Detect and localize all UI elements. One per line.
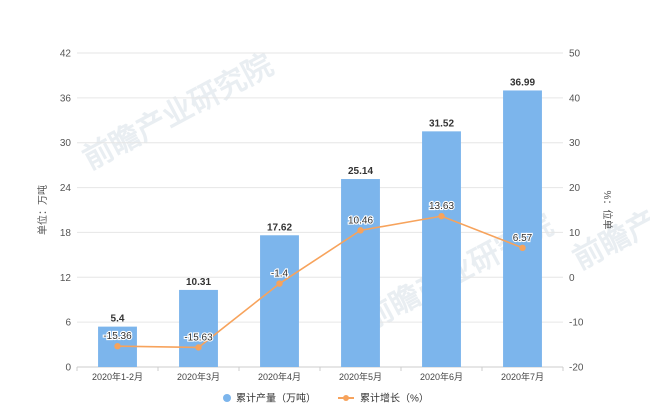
bar bbox=[503, 90, 542, 367]
y-right-tick-label: 40 bbox=[569, 93, 581, 104]
line-point bbox=[276, 280, 283, 287]
bar bbox=[341, 179, 380, 367]
bar-value-label: 25.14 bbox=[348, 166, 373, 177]
x-tick-label: 2020年3月 bbox=[177, 371, 220, 382]
legend-line-dot bbox=[343, 395, 349, 401]
bar bbox=[422, 131, 461, 367]
y-left-tick-label: 12 bbox=[60, 273, 72, 284]
y-left-axis-title: 单位：万吨 bbox=[36, 185, 49, 235]
bar bbox=[260, 235, 299, 367]
x-tick-label: 2020年1-2月 bbox=[92, 371, 143, 382]
line-value-label: 6.57 bbox=[513, 233, 533, 244]
bar-value-label: 36.99 bbox=[510, 77, 535, 88]
legend[interactable]: 累计产量（万吨） 累计增长（%） bbox=[223, 392, 429, 405]
y-left-tick-label: 24 bbox=[60, 183, 72, 194]
bar-series bbox=[98, 90, 542, 367]
x-tick-label: 2020年4月 bbox=[258, 371, 301, 382]
x-tick-label: 2020年7月 bbox=[501, 371, 544, 382]
y-left-tick-label: 0 bbox=[65, 363, 71, 374]
gridlines bbox=[77, 52, 563, 368]
line-point bbox=[357, 227, 364, 234]
y-right-tick-label: -10 bbox=[569, 318, 584, 329]
line-value-label: -1.4 bbox=[271, 269, 289, 280]
bar-value-label: 10.31 bbox=[186, 277, 211, 288]
legend-bar-marker bbox=[223, 394, 231, 402]
line-value-label: 13.63 bbox=[429, 201, 454, 212]
bar bbox=[179, 289, 218, 367]
line-point bbox=[519, 244, 526, 252]
bar-value-label: 17.62 bbox=[267, 222, 292, 233]
y-left-tick-label: 6 bbox=[65, 318, 71, 329]
y-right-tick-label: 20 bbox=[569, 183, 581, 194]
y-left-tick-label: 18 bbox=[60, 228, 72, 239]
y-left-tick-label: 30 bbox=[60, 138, 72, 149]
y-right-tick-label: -20 bbox=[569, 363, 584, 374]
legend-line-label: 累计增长（%） bbox=[360, 392, 429, 405]
x-tick-label: 2020年6月 bbox=[420, 371, 463, 382]
line-point bbox=[438, 212, 445, 220]
growth-line bbox=[117, 215, 523, 349]
line-series bbox=[114, 212, 526, 351]
line-point bbox=[195, 344, 202, 351]
x-tick-label: 2020年5月 bbox=[339, 371, 382, 382]
y-left-tick-label: 36 bbox=[60, 93, 72, 104]
y-right-tick-label: 30 bbox=[569, 138, 581, 149]
line-point bbox=[114, 342, 121, 350]
data-labels: 5.4 10.31 17.62 25.14 31.52 36.99 -15.36 -15.63… bbox=[102, 77, 535, 344]
y-right-tick-label: 0 bbox=[569, 273, 575, 284]
y-right-axis-title: %：位单 bbox=[601, 191, 614, 230]
axes: 0 6 12 18 24 30 36 42 -20 -10 0 10 20 30 40 50 单位：万吨 %：位单… bbox=[36, 49, 614, 383]
line-value-label: -15.63 bbox=[184, 332, 213, 343]
watermark-text: 前瞻产业研究院 bbox=[77, 48, 278, 177]
y-left-tick-label: 42 bbox=[60, 49, 72, 60]
line-value-label: -15.36 bbox=[103, 331, 132, 342]
line-value-label: 10.46 bbox=[348, 215, 373, 226]
y-right-tick-label: 50 bbox=[569, 49, 581, 60]
bar-value-label: 31.52 bbox=[429, 118, 454, 129]
bar-value-label: 5.4 bbox=[111, 314, 125, 325]
legend-bar-label: 累计产量（万吨） bbox=[236, 392, 316, 405]
y-right-tick-label: 10 bbox=[569, 228, 581, 239]
